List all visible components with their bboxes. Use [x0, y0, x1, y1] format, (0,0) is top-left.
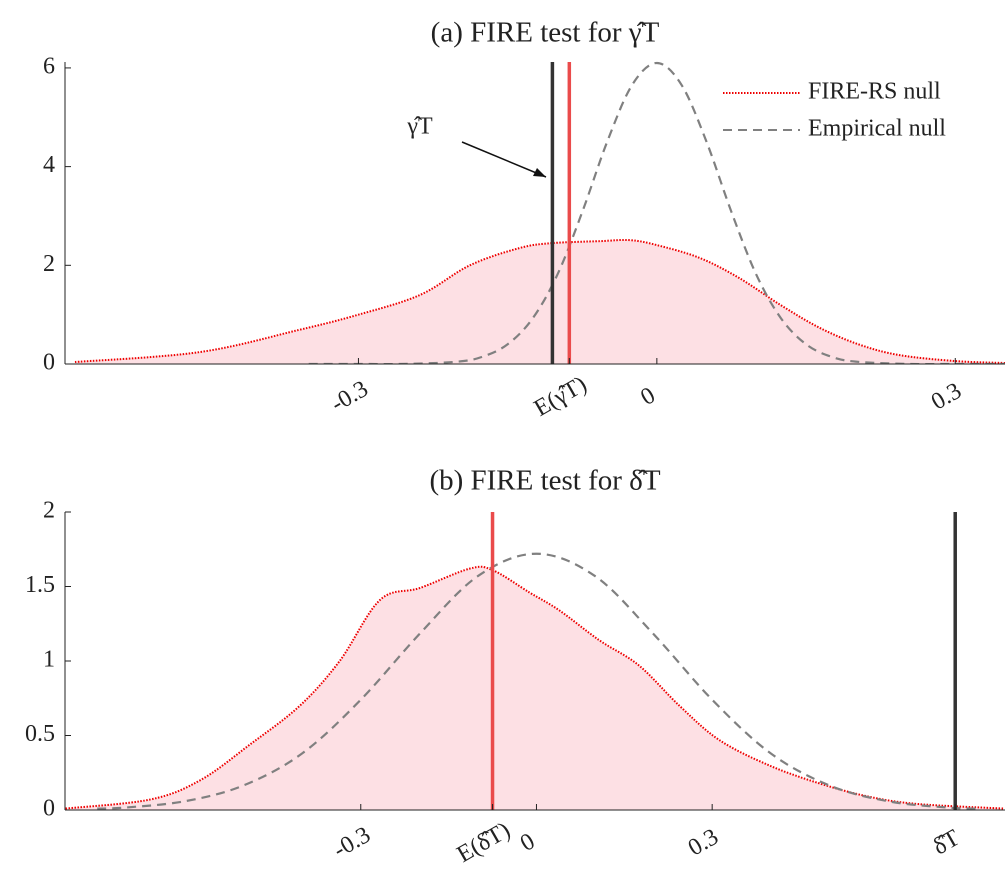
y-tick-label: 0: [43, 350, 55, 376]
x-tick-label: -0.3: [329, 822, 375, 864]
y-tick-label: 1: [43, 647, 55, 673]
x-tick-label: E(γ̂T): [530, 371, 591, 421]
annotation-arrow: [461, 141, 547, 178]
legend-label: FIRE-RS null: [808, 79, 941, 105]
x-tick-label: 0.3: [927, 378, 966, 416]
y-tick-label: 6: [43, 53, 55, 79]
chart-title: (b) FIRE test for δ̂T: [429, 465, 660, 497]
plot-area: [74, 61, 1005, 364]
density-line: [74, 238, 1005, 364]
x-tick-label: δ̂T: [929, 825, 965, 861]
density-line: [308, 61, 1005, 364]
y-tick-label: 0: [43, 796, 55, 822]
chart-title: (a) FIRE test for γ̂T: [431, 17, 660, 49]
x-tick-label: E(δ̂T): [453, 817, 515, 868]
x-tick-label: 0: [516, 828, 539, 857]
plot-area: [65, 552, 1004, 810]
y-tick-label: 4: [43, 152, 55, 178]
x-tick-label: -0.3: [327, 376, 373, 418]
density-line: [97, 552, 976, 810]
density-line: [65, 565, 1004, 810]
annotation: γ̂T: [406, 114, 433, 140]
x-tick-label: 0.3: [684, 824, 723, 862]
area-fill: [65, 566, 1004, 810]
y-tick-label: 0.5: [25, 721, 55, 747]
y-tick-label: 2: [43, 251, 55, 277]
y-tick-label: 2: [43, 498, 55, 524]
x-tick-label: 0: [636, 382, 659, 411]
legend-label: Empirical null: [808, 116, 946, 142]
y-tick-label: 1.5: [25, 572, 55, 598]
area-fill: [74, 239, 1005, 364]
annotation-arrowhead: [533, 168, 546, 177]
